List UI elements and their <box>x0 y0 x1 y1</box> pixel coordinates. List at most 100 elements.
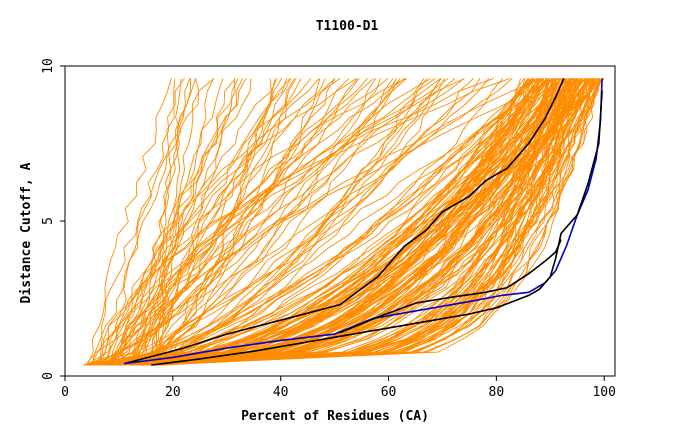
model-curve <box>135 78 278 366</box>
model-curve <box>129 78 554 366</box>
model-curve <box>151 78 603 366</box>
y-axis: 0 5 10 <box>41 58 65 380</box>
x-tick-label: 100 <box>592 385 615 400</box>
model-curve <box>92 78 568 366</box>
model-curve <box>112 78 567 366</box>
model-curve <box>157 78 441 366</box>
model-curve <box>163 78 593 366</box>
model-curve <box>84 78 575 366</box>
model-curve <box>128 78 577 366</box>
model-curve <box>91 78 382 366</box>
highlighted-series <box>124 78 603 366</box>
model-curve <box>100 78 588 366</box>
model-curve <box>125 78 442 366</box>
model-curve <box>159 78 540 366</box>
model-curve <box>152 78 397 366</box>
model-curve <box>145 78 407 366</box>
model-curve <box>92 78 548 366</box>
model-curve <box>143 78 215 366</box>
y-tick-label: 0 <box>41 372 56 380</box>
model-curve <box>158 78 182 366</box>
model-curve <box>84 78 465 366</box>
model-curve <box>83 78 490 366</box>
model-curve <box>119 78 357 366</box>
model-curve <box>118 78 428 366</box>
model-curve <box>150 78 297 366</box>
model-curve <box>90 78 449 366</box>
model-curve <box>120 78 526 366</box>
model-curve <box>111 78 185 366</box>
model-curve <box>101 78 191 366</box>
series-line-blue <box>124 78 603 365</box>
model-curve <box>91 78 196 366</box>
model-curve <box>117 78 374 366</box>
model-curve <box>137 78 545 366</box>
model-curve <box>96 78 578 366</box>
model-curve <box>122 78 341 366</box>
model-curve <box>149 78 252 366</box>
x-axis-label: Percent of Residues (CA) <box>241 409 429 424</box>
chart-title: T1100-D1 <box>316 19 379 34</box>
model-curve <box>159 78 586 366</box>
model-curve <box>126 78 572 366</box>
x-tick-label: 80 <box>489 385 505 400</box>
model-curve <box>151 78 550 366</box>
model-curve <box>153 78 445 366</box>
model-curve <box>86 78 224 366</box>
model-curve <box>87 78 172 366</box>
model-curve <box>142 78 239 366</box>
model-curve <box>104 78 580 366</box>
model-curve <box>99 78 215 366</box>
model-curve <box>119 78 368 366</box>
model-curve <box>117 78 583 366</box>
model-curves <box>83 77 605 366</box>
model-curve <box>111 78 559 366</box>
model-curve <box>136 78 602 366</box>
model-curve <box>133 78 589 366</box>
model-curve <box>142 78 283 366</box>
model-curve <box>154 78 456 366</box>
x-axis: 0 20 40 60 80 100 <box>61 376 616 400</box>
model-curve <box>145 78 598 366</box>
model-curve <box>109 78 558 366</box>
x-tick-label: 40 <box>273 385 289 400</box>
y-tick-label: 10 <box>41 58 56 74</box>
x-tick-label: 0 <box>61 385 69 400</box>
x-tick-label: 20 <box>165 385 181 400</box>
model-curve <box>132 78 405 366</box>
model-curve <box>146 78 326 366</box>
model-curve <box>130 78 200 366</box>
model-curve <box>132 78 191 366</box>
model-curve <box>150 78 236 366</box>
model-curve <box>109 77 559 366</box>
model-curve <box>105 78 545 366</box>
series-line-black-mid <box>339 239 562 334</box>
model-curve <box>150 78 360 366</box>
series-line-black-lower <box>151 90 603 366</box>
model-curve <box>138 78 554 366</box>
model-curve <box>103 77 407 366</box>
model-curve <box>104 78 295 366</box>
model-curve <box>130 78 601 366</box>
model-curve <box>103 78 247 366</box>
x-tick-label: 60 <box>381 385 397 400</box>
model-curve <box>126 78 578 366</box>
model-curve <box>151 78 176 366</box>
model-curve <box>109 77 542 366</box>
model-curve <box>94 78 513 366</box>
model-curve <box>109 78 320 366</box>
model-curve <box>161 78 592 366</box>
model-curve <box>96 78 560 366</box>
model-curve <box>111 78 377 366</box>
model-curve <box>134 78 336 366</box>
model-curve <box>113 78 573 366</box>
model-curve <box>142 78 593 366</box>
y-tick-label: 5 <box>41 217 56 225</box>
series-line-black-upper <box>124 78 565 365</box>
y-axis-label: Distance Cutoff, A <box>19 162 34 303</box>
model-curve <box>135 78 567 366</box>
model-curve <box>87 78 530 366</box>
model-curve <box>117 78 276 366</box>
model-curve <box>137 78 534 366</box>
